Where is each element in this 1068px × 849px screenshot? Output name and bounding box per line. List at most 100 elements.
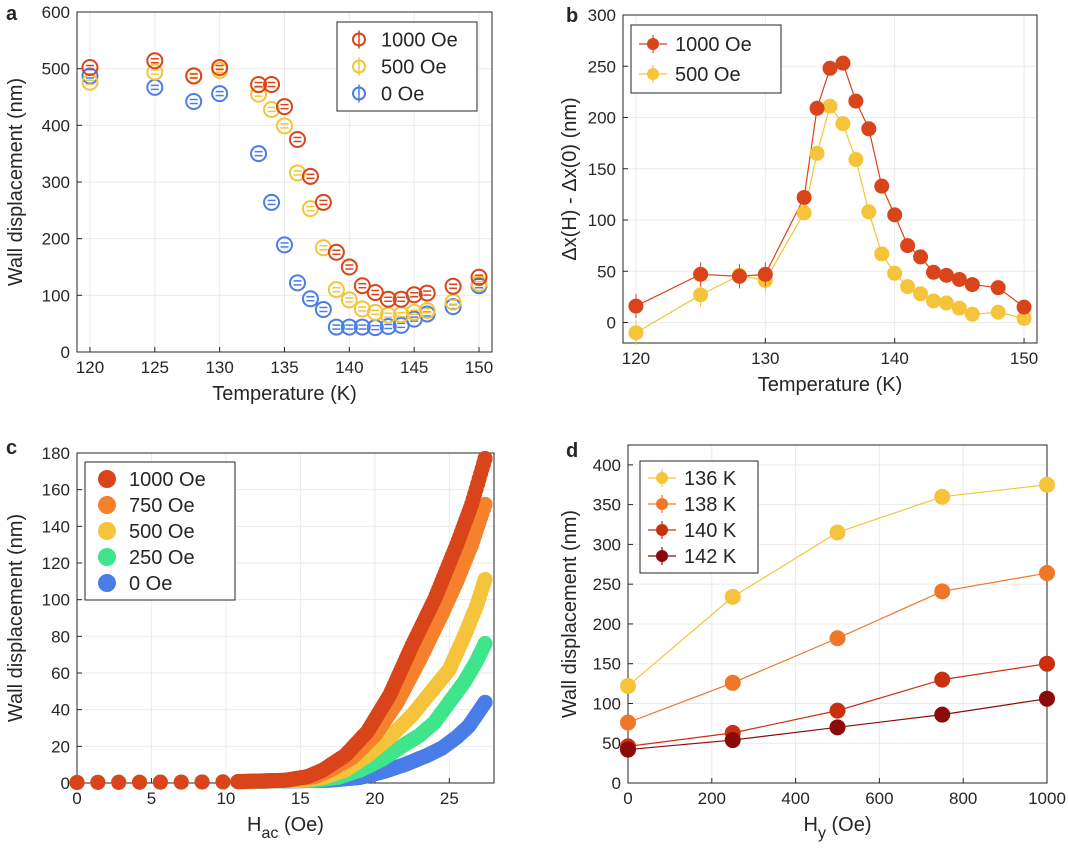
chart-panel-c: 0 5 10 15 20 25 0 20 40 60 80 100 120 140 160 180 Hac (O… [5,444,495,842]
data-point-500-oe [628,325,644,341]
data-point-1000-oe [215,774,231,790]
data-point-1000-oe [81,59,99,77]
data-point-142-k [724,732,741,749]
legend-marker [656,550,668,562]
data-point-500-oe [1016,310,1032,326]
data-point-1000-oe [288,131,306,148]
chart-panel-d: 0 200 400 600 800 1000 0 50 100 150 200 250 300 350 40… [559,444,1066,842]
x-tick-label: 400 [781,789,809,808]
data-point-1000-oe [90,774,106,790]
data-point-1000-oe [301,167,319,185]
y-axis-label: Wall displacement (nm) [5,514,27,722]
x-tick-label: 15 [291,789,310,808]
y-tick-label: 40 [51,701,70,720]
y-tick-label: 180 [42,444,70,463]
y-tick-label: 100 [588,211,616,230]
series-line-500-oe [635,104,1025,334]
y-tick-label: 20 [51,737,70,756]
data-point-138-k [829,630,846,647]
data-point-1000-oe [822,60,838,76]
data-point-500-oe [353,300,371,318]
y-axis-label: Wall displacement (nm) [559,510,581,718]
data-point-1000-oe [913,249,929,265]
data-point-500-oe [366,303,384,321]
data-point-140-k [829,702,846,719]
y-axis-label: Δx(H) - Δx(0) (nm) [559,97,581,260]
data-point-500-oe [861,204,877,220]
data-point-1000-oe [405,286,423,304]
x-tick-label: 0 [623,789,632,808]
y-tick-label: 0 [61,343,70,362]
plot-frame [622,14,1038,344]
data-point-500-oe [926,293,941,309]
plot-frame [627,444,1048,784]
data-point-500-oe [693,287,709,303]
data-point-500-oe [146,63,164,81]
data-point-136-k [724,588,741,605]
y-tick-label: 250 [593,575,621,594]
data-point-138-k [934,583,951,600]
data-point-1000-oe [964,277,980,293]
y-tick-label: 150 [588,160,616,179]
data-point-500-oe [964,306,980,322]
x-tick-label: 145 [400,358,428,377]
y-tick-label: 100 [593,694,621,713]
x-axis-label-main: H [803,814,817,836]
data-point-1000-oe [874,178,890,194]
series-line-138-k [627,572,1048,724]
data-point-1000-oe [477,451,493,466]
x-tick-label: 20 [365,789,384,808]
data-point-0-oe [301,290,319,308]
legend-marker [98,496,116,514]
data-point-1000-oe [263,76,281,94]
data-point-142-k [934,706,951,723]
legend-marker [98,470,116,488]
data-point-136-k [1039,476,1055,493]
data-point-1000-oe [628,298,644,314]
data-point-1000-oe [951,271,967,287]
data-point-1000-oe [194,774,210,790]
data-point-138-k [1039,565,1055,582]
data-point-500-oe [405,303,423,321]
data-point-500-oe [951,300,967,316]
legend-marker [656,472,668,484]
data-point-500-oe [340,291,358,309]
x-tick-label: 25 [440,789,459,808]
y-tick-label: 600 [42,3,70,22]
data-point-500-oe [327,281,345,299]
y-tick-label: 200 [588,109,616,128]
data-point-0-oe [340,318,358,336]
x-tick-label: 150 [1010,349,1038,368]
data-point-140-k [1039,655,1055,672]
data-point-0-oe [185,93,203,111]
y-tick-label: 200 [42,230,70,249]
legend-label-138-k: 138 K [684,494,737,516]
legend-marker [98,548,116,566]
data-point-1000-oe [69,774,85,790]
legend-marker [656,498,668,510]
x-axis-label-unit: (Oe) [278,814,324,836]
data-point-750-oe [477,496,493,512]
legend-marker [352,32,366,47]
y-tick-label: 100 [42,591,70,610]
data-point-1000-oe [990,280,1006,296]
data-point-500-oe [796,205,812,221]
x-axis-label-subscript: y [818,825,826,842]
data-point-500-oe [874,246,890,262]
data-point-1000-oe [693,266,709,282]
x-axis-label: Temperature (K) [212,383,357,405]
y-tick-label: 50 [602,734,621,753]
x-tick-label: 130 [205,358,233,377]
data-point-500-oe [809,145,825,161]
y-tick-label: 500 [42,60,70,79]
legend-marker [352,86,366,101]
data-point-500-oe [835,116,851,132]
data-point-1000-oe [470,268,488,286]
y-tick-label: 300 [42,173,70,192]
data-point-136-k [934,488,951,505]
x-axis-label: Hy (Oe) [803,814,871,842]
data-point-136-k [620,677,636,694]
x-axis-label: Hac (Oe) [247,814,324,842]
data-point-500-oe [263,100,281,118]
data-point-142-k [1039,690,1055,707]
